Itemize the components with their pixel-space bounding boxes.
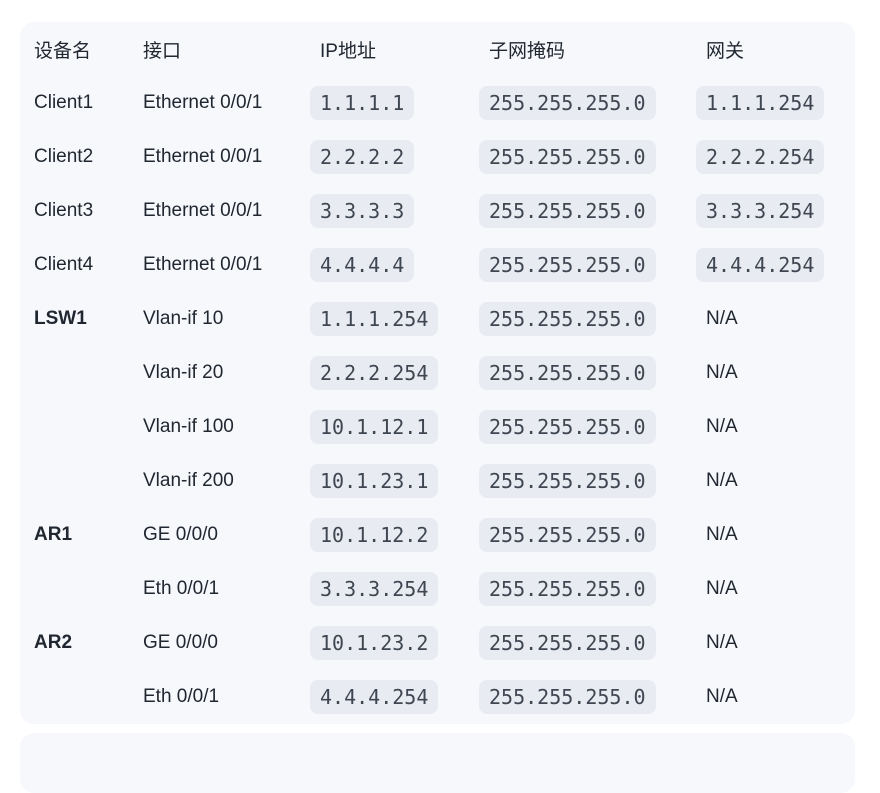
ip-pill: 10.1.12.1 [310, 410, 439, 444]
subnet-mask-pill: 255.255.255.0 [479, 356, 656, 390]
subnet-mask-cell: 255.255.255.0 [479, 626, 706, 660]
subnet-mask-pill: 255.255.255.0 [479, 302, 656, 336]
ip-pill: 3.3.3.3 [310, 194, 415, 228]
subnet-mask-cell: 255.255.255.0 [479, 194, 706, 228]
subnet-mask-cell: 255.255.255.0 [479, 356, 706, 390]
subnet-mask-pill: 255.255.255.0 [479, 518, 656, 552]
interface-cell: Vlan-if 200 [143, 470, 234, 491]
ip-cell: 1.1.1.1 [310, 86, 489, 120]
config-table: 设备名 接口 IP地址 子网掩码 网关 Client1 Ethernet 0/0/… [34, 22, 855, 724]
interface-cell: Ethernet 0/0/1 [143, 254, 263, 275]
ip-pill: 4.4.4.254 [310, 680, 439, 714]
subnet-mask-cell: 255.255.255.0 [479, 572, 706, 606]
gateway-cell: N/A [706, 524, 855, 546]
subnet-mask-pill: 255.255.255.0 [479, 626, 656, 660]
interface-cell: Ethernet 0/0/1 [143, 146, 263, 167]
ip-pill: 2.2.2.254 [310, 356, 439, 390]
ip-pill: 10.1.12.2 [310, 518, 439, 552]
gateway-text: N/A [706, 416, 738, 437]
column-header-gateway: 网关 [706, 40, 745, 62]
interface-cell: GE 0/0/0 [143, 524, 218, 545]
ip-cell: 10.1.12.2 [310, 518, 489, 552]
ip-cell: 3.3.3.254 [310, 572, 489, 606]
gateway-text: N/A [706, 470, 738, 491]
ip-pill: 2.2.2.2 [310, 140, 415, 174]
interface-cell: Eth 0/0/1 [143, 686, 220, 707]
interface-cell: GE 0/0/0 [143, 632, 218, 653]
gateway-cell: N/A [706, 470, 855, 492]
interface-cell: Ethernet 0/0/1 [143, 92, 263, 113]
ip-cell: 4.4.4.254 [310, 680, 489, 714]
subnet-mask-pill: 255.255.255.0 [479, 140, 656, 174]
subnet-mask-pill: 255.255.255.0 [479, 86, 656, 120]
gateway-text: N/A [706, 362, 738, 383]
gateway-text: N/A [706, 308, 738, 329]
subnet-mask-cell: 255.255.255.0 [479, 302, 706, 336]
gateway-cell: N/A [706, 308, 855, 330]
gateway-pill: 3.3.3.254 [696, 194, 825, 228]
next-card-edge [20, 733, 855, 793]
gateway-cell: N/A [706, 578, 855, 600]
subnet-mask-pill: 255.255.255.0 [479, 572, 656, 606]
column-header-device: 设备名 [34, 40, 92, 62]
gateway-text: N/A [706, 578, 738, 599]
subnet-mask-pill: 255.255.255.0 [479, 410, 656, 444]
ip-pill: 3.3.3.254 [310, 572, 439, 606]
gateway-cell: 3.3.3.254 [696, 194, 855, 228]
subnet-mask-cell: 255.255.255.0 [479, 518, 706, 552]
ip-cell: 4.4.4.4 [310, 248, 489, 282]
ip-pill: 4.4.4.4 [310, 248, 415, 282]
device-name-cell: Client1 [34, 92, 94, 113]
subnet-mask-cell: 255.255.255.0 [479, 680, 706, 714]
device-config-card: 设备名 接口 IP地址 子网掩码 网关 Client1 Ethernet 0/0/… [20, 22, 855, 724]
gateway-pill: 1.1.1.254 [696, 86, 825, 120]
gateway-cell: N/A [706, 686, 855, 708]
device-name-cell: AR2 [34, 632, 73, 653]
gateway-cell: 2.2.2.254 [696, 140, 855, 174]
ip-cell: 2.2.2.2 [310, 140, 489, 174]
subnet-mask-cell: 255.255.255.0 [479, 140, 706, 174]
interface-cell: Eth 0/0/1 [143, 578, 220, 599]
subnet-mask-pill: 255.255.255.0 [479, 248, 656, 282]
gateway-cell: 1.1.1.254 [696, 86, 855, 120]
ip-cell: 10.1.12.1 [310, 410, 489, 444]
device-name-cell: Client4 [34, 254, 94, 275]
subnet-mask-pill: 255.255.255.0 [479, 464, 656, 498]
ip-pill: 1.1.1.1 [310, 86, 415, 120]
interface-cell: Ethernet 0/0/1 [143, 200, 263, 221]
gateway-pill: 4.4.4.254 [696, 248, 825, 282]
subnet-mask-pill: 255.255.255.0 [479, 680, 656, 714]
gateway-cell: N/A [706, 632, 855, 654]
ip-pill: 10.1.23.1 [310, 464, 439, 498]
column-header-interface: 接口 [143, 40, 182, 62]
device-name-cell: LSW1 [34, 308, 87, 329]
device-name-cell: Client2 [34, 146, 94, 167]
ip-cell: 1.1.1.254 [310, 302, 489, 336]
subnet-mask-cell: 255.255.255.0 [479, 86, 706, 120]
device-name-cell: AR1 [34, 524, 73, 545]
ip-cell: 3.3.3.3 [310, 194, 489, 228]
gateway-text: N/A [706, 632, 738, 653]
subnet-mask-pill: 255.255.255.0 [479, 194, 656, 228]
gateway-pill: 2.2.2.254 [696, 140, 825, 174]
column-header-ip: IP地址 [320, 40, 376, 62]
interface-cell: Vlan-if 10 [143, 308, 224, 329]
gateway-cell: N/A [706, 416, 855, 438]
gateway-cell: 4.4.4.254 [696, 248, 855, 282]
device-name-cell: Client3 [34, 200, 94, 221]
subnet-mask-cell: 255.255.255.0 [479, 464, 706, 498]
column-header-mask: 子网掩码 [489, 40, 566, 62]
subnet-mask-cell: 255.255.255.0 [479, 248, 706, 282]
interface-cell: Vlan-if 100 [143, 416, 234, 437]
gateway-cell: N/A [706, 362, 855, 384]
ip-cell: 10.1.23.2 [310, 626, 489, 660]
ip-cell: 2.2.2.254 [310, 356, 489, 390]
subnet-mask-cell: 255.255.255.0 [479, 410, 706, 444]
ip-pill: 10.1.23.2 [310, 626, 439, 660]
ip-pill: 1.1.1.254 [310, 302, 439, 336]
gateway-text: N/A [706, 524, 738, 545]
interface-cell: Vlan-if 20 [143, 362, 224, 383]
ip-cell: 10.1.23.1 [310, 464, 489, 498]
gateway-text: N/A [706, 686, 738, 707]
